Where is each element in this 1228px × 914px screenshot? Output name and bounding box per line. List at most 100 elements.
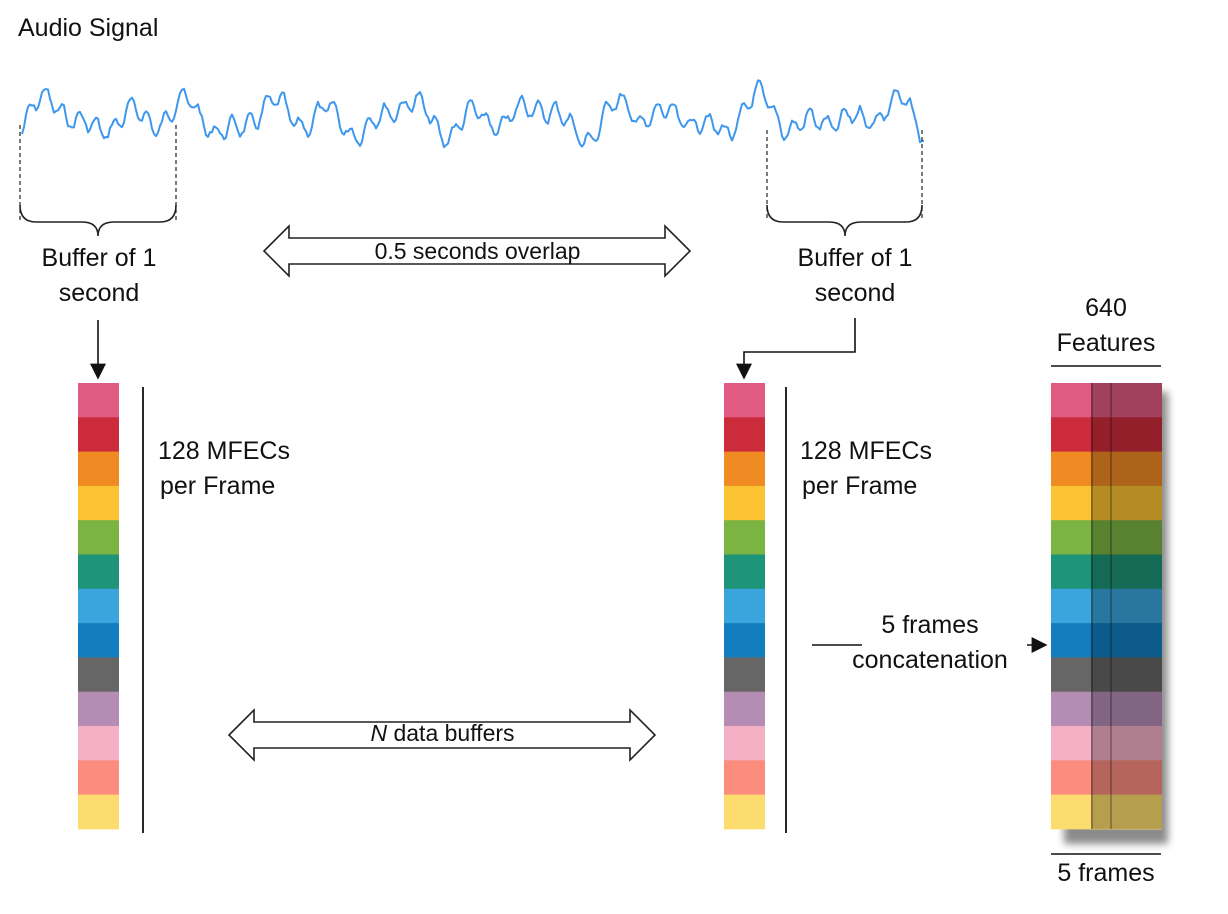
mfec-band (1051, 794, 1091, 830)
mfec-band (1109, 760, 1129, 796)
mfec-band (1142, 485, 1162, 521)
stacked-frame-edge (1109, 383, 1112, 829)
mfec-band (1109, 794, 1129, 830)
left-mfec-frame (78, 383, 119, 830)
mfec-band (1142, 588, 1162, 624)
mfec-band (1126, 383, 1146, 418)
mfec-band (724, 383, 765, 418)
right-buffer-arrow (736, 318, 856, 380)
mfec-band (1109, 657, 1129, 693)
mfec-band (724, 794, 765, 830)
n-buffers-label-rest: data buffers (387, 720, 515, 746)
features-label: 640 Features (1036, 291, 1176, 361)
mfec-band (78, 623, 119, 658)
stacked-frame-edge (1090, 383, 1093, 829)
mfec-band (1142, 760, 1162, 796)
right-frame-label-line2: per Frame (802, 472, 918, 500)
n-buffers-double-arrow (227, 708, 657, 762)
mfec-band (1126, 588, 1146, 624)
mfec-band (78, 417, 119, 453)
mfec-band (724, 726, 765, 761)
stacked-frame-shade (1142, 383, 1162, 829)
mfec-band (1109, 383, 1129, 418)
mfec-band (1109, 417, 1129, 453)
mfec-band (1142, 520, 1162, 555)
mfec-band (1109, 691, 1129, 727)
mfec-band (78, 691, 119, 727)
mfec-band (1109, 554, 1129, 590)
mfec-band (1126, 417, 1146, 453)
mfec-band (1142, 451, 1162, 487)
mfec-band (1109, 485, 1129, 521)
mfec-band (1090, 691, 1110, 727)
right-buffer-label-line2: second (814, 279, 896, 307)
mfec-band (1142, 726, 1162, 761)
mfec-band (78, 485, 119, 521)
mfec-band (1126, 451, 1146, 487)
left-frame-label-line1: 128 MFECs (158, 437, 290, 465)
concat-label-line1: 5 frames (881, 611, 979, 639)
mfec-band (724, 588, 765, 624)
n-buffers-label: N data buffers (265, 720, 620, 747)
left-frame-label: 128 MFECs per Frame (158, 434, 290, 504)
mfec-band (1126, 657, 1146, 693)
mfec-band (78, 726, 119, 761)
mfec-band (1126, 760, 1146, 796)
features-label-line2: Features (1056, 329, 1156, 357)
mfec-band (1090, 417, 1110, 453)
mfec-band (1126, 726, 1146, 761)
mfec-band (1142, 623, 1162, 658)
mfec-band (1142, 554, 1162, 590)
stacked-frame-shade (1090, 383, 1110, 829)
concat-label-bg (862, 630, 1027, 660)
mfec-band (724, 554, 765, 590)
mfec-band (1090, 383, 1110, 418)
concatenated-frames-stack (1051, 383, 1168, 844)
audio-waveform (21, 79, 925, 149)
right-buffer-label: Buffer of 1 second (770, 241, 940, 311)
mfec-band (1051, 485, 1091, 521)
right-mfec-frame (724, 383, 765, 830)
mfec-band (1142, 383, 1162, 418)
mfec-band (78, 794, 119, 830)
mfec-band (1090, 588, 1110, 624)
stacked-frame (1126, 383, 1146, 830)
mfec-band (1109, 588, 1129, 624)
mfec-band (1090, 726, 1110, 761)
right-buffer-brace (766, 204, 923, 237)
mfec-band (724, 691, 765, 727)
mfec-band (1090, 760, 1110, 796)
left-buffer-label-line1: Buffer of 1 (41, 244, 157, 272)
n-buffers-label-n: N (370, 720, 388, 746)
mfec-band (724, 451, 765, 487)
mfec-band (1109, 520, 1129, 555)
mfec-band (724, 520, 765, 555)
mfec-band (78, 520, 119, 555)
mfec-band (1051, 417, 1091, 453)
overlap-double-arrow (262, 224, 692, 278)
buffer-guides (19, 125, 923, 220)
overlap-label: 0.5 seconds overlap (374, 238, 581, 264)
mfec-band (1142, 794, 1162, 830)
mfec-band (1051, 383, 1091, 418)
mfec-band (1051, 657, 1091, 693)
left-frame-label-line2: per Frame (160, 472, 276, 500)
mfec-band (1051, 760, 1091, 796)
mfec-band (724, 760, 765, 796)
mfec-band (1090, 485, 1110, 521)
concat-label-line2: concatenation (852, 646, 1008, 674)
mfec-band (1090, 657, 1110, 693)
mfec-band (724, 623, 765, 658)
mfec-band (1126, 485, 1146, 521)
stacked-frame-shade (1126, 383, 1146, 829)
mfec-band (1126, 520, 1146, 555)
concat-label: 5 frames concatenation (832, 608, 1028, 678)
mfec-band (78, 383, 119, 418)
stacked-frame (1109, 383, 1129, 830)
mfec-band (1090, 451, 1110, 487)
front-frame (1051, 383, 1091, 830)
stacked-frame-shade (1109, 383, 1129, 829)
mfec-band (1142, 657, 1162, 693)
stacked-frame (1090, 383, 1110, 830)
